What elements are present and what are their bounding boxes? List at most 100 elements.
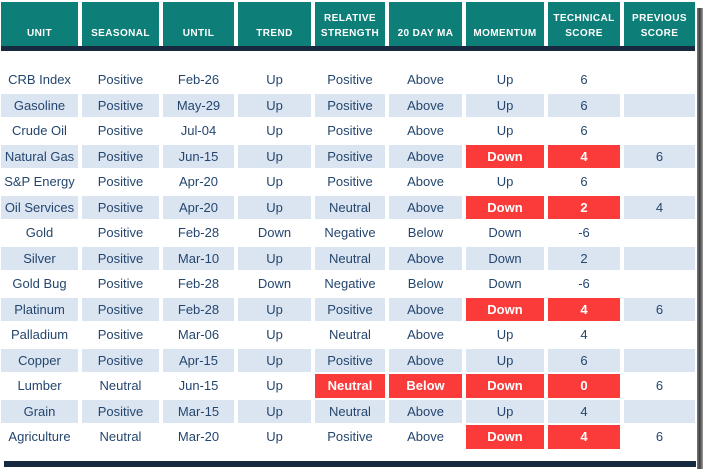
cell-until: Mar-06 (163, 323, 234, 347)
cell-momentum: Down (466, 221, 544, 245)
cell-relative-strength: Positive (315, 297, 385, 321)
column-header-seasonal: SEASONAL (82, 2, 159, 46)
cell-seasonal: Positive (82, 246, 159, 270)
cell-ma20: Above (389, 144, 462, 168)
cell-previous-score: 6 (624, 374, 695, 398)
cell-unit: Natural Gas (1, 144, 78, 168)
table-row: Grain Positive Mar-15 Up Neutral Above Up 4 (1, 399, 695, 423)
cell-relative-strength: Negative (315, 221, 385, 245)
right-edge-shadow (697, 8, 703, 469)
table-row: Natural Gas Positive Jun-15 Up Positive Above… (1, 144, 695, 168)
cell-seasonal: Neutral (82, 425, 159, 449)
cell-relative-strength: Neutral (315, 195, 385, 219)
seasonality-table: UNIT SEASONAL UNTIL TREND RELATIVE STREN… (1, 2, 695, 451)
cell-relative-strength: Positive (315, 170, 385, 194)
cell-previous-score: 6 (624, 144, 695, 168)
cell-technical-score: 4 (548, 323, 620, 347)
cell-previous-score: 6 (624, 297, 695, 321)
cell-relative-strength: Neutral (315, 399, 385, 423)
column-header-technical-score: TECHNICAL SCORE (548, 2, 620, 46)
cell-momentum: Down (466, 374, 544, 398)
cell-momentum: Up (466, 93, 544, 117)
cell-momentum: Down (466, 195, 544, 219)
cell-seasonal: Positive (82, 323, 159, 347)
cell-previous-score (624, 348, 695, 372)
table-row: Copper Positive Apr-15 Up Positive Above Up 6 (1, 348, 695, 372)
cell-technical-score: 6 (548, 170, 620, 194)
cell-unit: CRB Index (1, 68, 78, 92)
cell-relative-strength: Positive (315, 119, 385, 143)
cell-relative-strength: Neutral (315, 374, 385, 398)
column-header-relative-strength: RELATIVE STRENGTH (315, 2, 385, 46)
cell-unit: Palladium (1, 323, 78, 347)
table-row: Silver Positive Mar-10 Up Neutral Above Down 2 (1, 246, 695, 270)
cell-previous-score (624, 221, 695, 245)
bottom-border-line (4, 461, 696, 467)
column-header-trend: TREND (238, 2, 311, 46)
cell-previous-score (624, 93, 695, 117)
cell-technical-score: 4 (548, 144, 620, 168)
table-row: Agriculture Neutral Mar-20 Up Positive Above D… (1, 425, 695, 449)
cell-ma20: Above (389, 297, 462, 321)
column-header-unit: UNIT (1, 2, 78, 46)
cell-until: Feb-28 (163, 297, 234, 321)
cell-until: Mar-20 (163, 425, 234, 449)
cell-technical-score: 2 (548, 195, 620, 219)
cell-momentum: Up (466, 348, 544, 372)
table-row: Crude Oil Positive Jul-04 Up Positive Above Up… (1, 119, 695, 143)
cell-previous-score: 6 (624, 425, 695, 449)
cell-until: Jun-15 (163, 374, 234, 398)
cell-relative-strength: Neutral (315, 246, 385, 270)
cell-seasonal: Positive (82, 297, 159, 321)
cell-until: May-29 (163, 93, 234, 117)
cell-trend: Up (238, 374, 311, 398)
cell-relative-strength: Positive (315, 93, 385, 117)
cell-relative-strength: Negative (315, 272, 385, 296)
cell-seasonal: Positive (82, 170, 159, 194)
cell-trend: Up (238, 68, 311, 92)
cell-ma20: Above (389, 119, 462, 143)
cell-unit: Lumber (1, 374, 78, 398)
cell-seasonal: Positive (82, 144, 159, 168)
cell-momentum: Down (466, 246, 544, 270)
cell-relative-strength: Positive (315, 144, 385, 168)
table-row: S&P Energy Positive Apr-20 Up Positive Above U… (1, 170, 695, 194)
cell-until: Jun-15 (163, 144, 234, 168)
cell-previous-score: 4 (624, 195, 695, 219)
cell-ma20: Below (389, 221, 462, 245)
column-header-momentum: MOMENTUM (466, 2, 544, 46)
cell-trend: Down (238, 221, 311, 245)
cell-previous-score (624, 399, 695, 423)
cell-unit: Platinum (1, 297, 78, 321)
cell-unit: Silver (1, 246, 78, 270)
cell-unit: Crude Oil (1, 119, 78, 143)
table-row: Palladium Positive Mar-06 Up Neutral Above Up 4 (1, 323, 695, 347)
column-header-previous-score: PREVIOUS SCORE (624, 2, 695, 46)
table-row: Gasoline Positive May-29 Up Positive Above Up 6 (1, 93, 695, 117)
table-row: Gold Positive Feb-28 Down Negative Below Down -… (1, 221, 695, 245)
cell-trend: Up (238, 144, 311, 168)
cell-trend: Up (238, 323, 311, 347)
cell-until: Apr-20 (163, 195, 234, 219)
cell-technical-score: 2 (548, 246, 620, 270)
table-row: Lumber Neutral Jun-15 Up Neutral Below Down 0 6 (1, 374, 695, 398)
cell-momentum: Up (466, 170, 544, 194)
cell-previous-score (624, 272, 695, 296)
cell-technical-score: 6 (548, 348, 620, 372)
cell-unit: Oil Services (1, 195, 78, 219)
cell-technical-score: 4 (548, 425, 620, 449)
cell-previous-score (624, 68, 695, 92)
cell-unit: S&P Energy (1, 170, 78, 194)
cell-ma20: Above (389, 323, 462, 347)
cell-momentum: Up (466, 119, 544, 143)
cell-ma20: Above (389, 170, 462, 194)
cell-unit: Gold Bug (1, 272, 78, 296)
cell-unit: Agriculture (1, 425, 78, 449)
cell-seasonal: Positive (82, 272, 159, 296)
cell-momentum: Down (466, 297, 544, 321)
cell-trend: Down (238, 272, 311, 296)
blank-spacer-row (1, 51, 695, 68)
cell-ma20: Below (389, 272, 462, 296)
cell-unit: Gold (1, 221, 78, 245)
